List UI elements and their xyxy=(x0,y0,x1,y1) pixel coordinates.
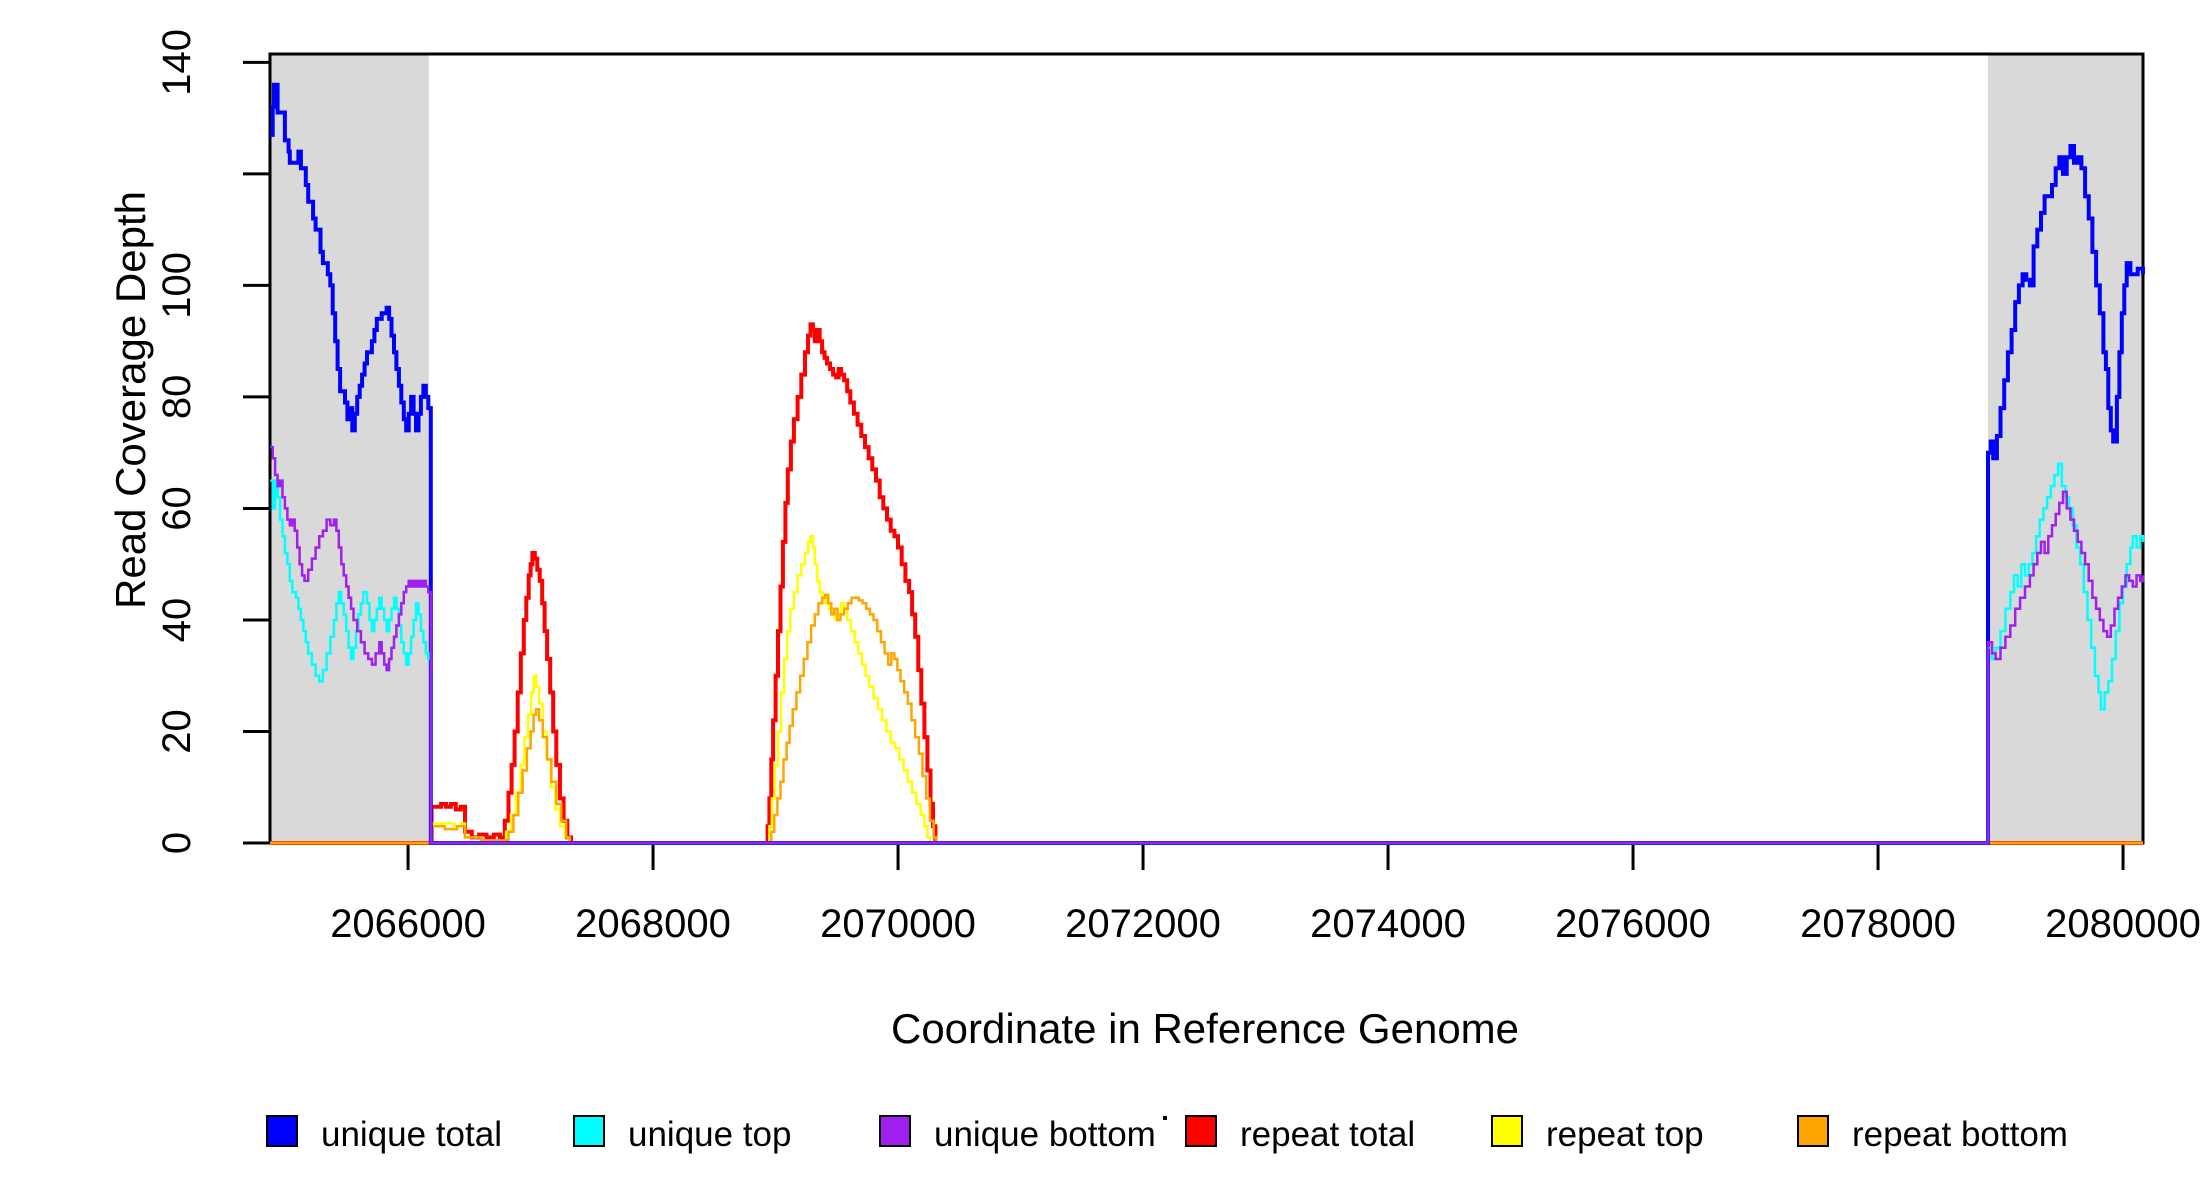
x-tick-label: 2076000 xyxy=(1555,902,1711,946)
legend-item-repeat-bottom: repeat bottom xyxy=(1797,1115,2068,1154)
x-axis-title: Coordinate in Reference Genome xyxy=(891,1005,1519,1052)
legend-label: repeat total xyxy=(1240,1115,1415,1154)
legend-swatch xyxy=(266,1115,298,1147)
legend-item-unique-bottom: unique bottom xyxy=(879,1115,1156,1154)
x-tick-label: 2072000 xyxy=(1065,902,1221,946)
series-repeat-total xyxy=(270,322,2143,845)
axes: 2066000 2068000 2070000 2072000 2074000 20760… xyxy=(155,29,2200,946)
x-tick-label: 2070000 xyxy=(820,902,976,946)
y-tick-label: 140 xyxy=(155,29,199,96)
series-unique-top xyxy=(270,462,2145,845)
x-tick-label: 2066000 xyxy=(330,902,486,946)
legend-swatch xyxy=(573,1115,605,1147)
legend-label: unique total xyxy=(321,1115,502,1154)
series-repeat-bottom xyxy=(270,593,2143,845)
y-tick-label: 40 xyxy=(155,598,199,643)
x-tick-label: 2074000 xyxy=(1310,902,1466,946)
legend-label: unique bottom xyxy=(934,1115,1156,1154)
y-tick-label: 100 xyxy=(155,252,199,319)
y-tick-label: 0 xyxy=(155,832,199,854)
legend-item-repeat-top: repeat top xyxy=(1491,1115,1704,1154)
legend-swatch xyxy=(1185,1115,1217,1147)
plot-box xyxy=(268,52,2145,845)
y-tick-label: 60 xyxy=(155,486,199,530)
series-lines xyxy=(270,82,2145,845)
y-axis-title: Read Coverage Depth xyxy=(107,191,154,609)
legend: unique total unique top unique bottom repea… xyxy=(266,1115,2068,1154)
x-tick-label: 2068000 xyxy=(575,902,731,946)
legend-item-unique-top: unique top xyxy=(573,1115,791,1154)
legend-item-repeat-total: repeat total xyxy=(1185,1115,1415,1154)
legend-swatch xyxy=(879,1115,911,1147)
legend-item-unique-total: unique total xyxy=(266,1115,502,1154)
legend-label: repeat bottom xyxy=(1852,1115,2068,1154)
legend-label: unique top xyxy=(628,1115,791,1154)
legend-label: repeat top xyxy=(1546,1115,1704,1154)
series-repeat-top xyxy=(270,535,2143,845)
plot-border xyxy=(268,52,2145,845)
legend-swatch xyxy=(1491,1115,1523,1147)
x-tick-label: 2080000 xyxy=(2045,902,2200,946)
series-unique-total xyxy=(270,82,2145,845)
left-target-region xyxy=(270,54,429,843)
stray-dot xyxy=(1163,1116,1167,1120)
legend-swatch xyxy=(1797,1115,1829,1147)
series-unique-bottom xyxy=(270,445,2145,845)
shaded-regions xyxy=(270,54,2143,843)
y-tick-label: 20 xyxy=(155,709,199,754)
y-tick-label: 80 xyxy=(155,375,199,420)
right-target-region xyxy=(1988,54,2143,843)
x-tick-label: 2078000 xyxy=(1800,902,1956,946)
